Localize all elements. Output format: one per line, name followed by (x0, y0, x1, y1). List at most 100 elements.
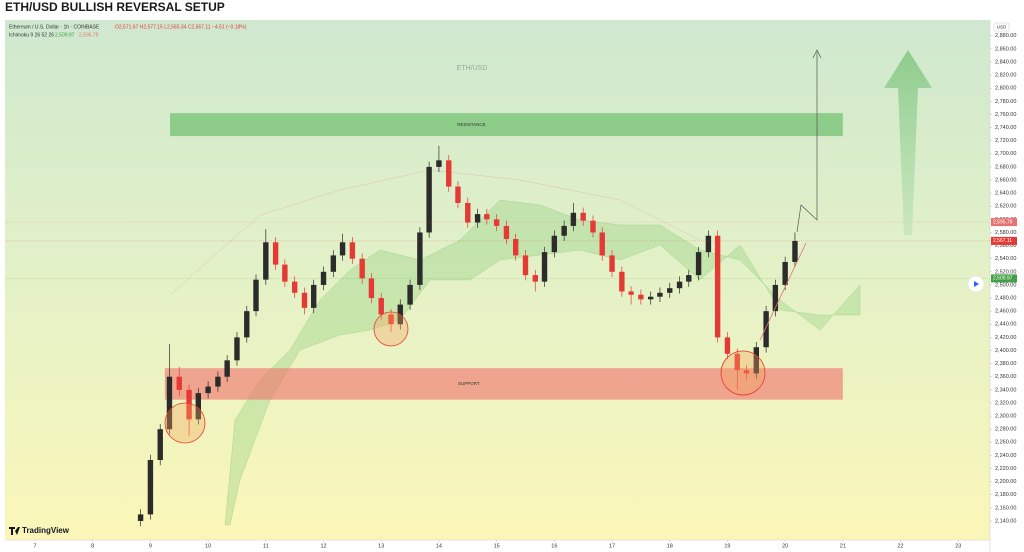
ohlc-label: O2,571.67 H2,577.15 L2,565.34 C2,567.11 … (115, 24, 247, 30)
candle-body (417, 232, 423, 285)
candle-body (224, 360, 230, 377)
candle-body (782, 261, 788, 285)
y-tick-label: 2,680.00 (995, 164, 1016, 170)
ichimoku-cloud (224, 199, 861, 526)
candle-body (137, 514, 144, 521)
candle-body (349, 242, 356, 259)
play-icon (974, 281, 979, 287)
x-tick-label: 13 (378, 543, 384, 549)
x-tick-label: 18 (667, 543, 673, 549)
x-tick-label: 11 (263, 543, 269, 549)
symbol-label: Ethereum / U.S. Dollar · 1h · COINBASE (9, 24, 100, 30)
y-tick-label: 2,300.00 (995, 414, 1016, 420)
zone (170, 113, 843, 137)
y-tick-label: 2,320.00 (995, 400, 1016, 406)
watermark: ETH/USD (457, 65, 488, 72)
candle-body (667, 288, 673, 293)
indicator-value: 2,595.79 (79, 32, 99, 38)
candle-body (388, 314, 394, 325)
y-tick-label: 2,640.00 (995, 191, 1016, 197)
candle-body (676, 281, 683, 289)
candle-body (724, 337, 731, 354)
indicator-tag (991, 218, 1017, 227)
projection-arrowhead (812, 49, 822, 59)
x-tick-label: 21 (840, 543, 846, 549)
candle-body (244, 311, 250, 338)
y-tick-label: 2,700.00 (995, 151, 1016, 157)
projection-path (796, 52, 818, 233)
candle-body (628, 291, 634, 295)
candle-body (378, 298, 384, 315)
candle-body (272, 242, 279, 265)
candle-body (186, 389, 192, 420)
y-tick-label: 2,840.00 (995, 59, 1016, 65)
brand-label: TradingView (22, 526, 70, 535)
brand-logo (9, 527, 20, 535)
indicator-label: Ichimoku 9 26 52 26 (9, 32, 54, 38)
indicator-tag (991, 274, 1017, 283)
candle-body (590, 220, 596, 233)
x-tick-label: 10 (205, 543, 211, 549)
candle-body (561, 225, 567, 236)
candle-body (157, 429, 163, 460)
candle-body (580, 212, 586, 221)
candle-body (512, 239, 519, 256)
y-tick-label: 2,820.00 (995, 73, 1016, 79)
y-tick-label: 2,420.00 (995, 335, 1016, 341)
candle-body (551, 235, 558, 253)
candle-body (743, 370, 750, 374)
y-tick-label: 2,720.00 (995, 138, 1016, 144)
candle-body (609, 255, 615, 272)
x-tick-label: 19 (724, 543, 730, 549)
candle-body (484, 214, 490, 220)
candle-body (301, 292, 308, 308)
candle-body (686, 275, 692, 282)
zone-label: SUPPORT (458, 381, 480, 386)
y-tick-label: 2,620.00 (995, 204, 1016, 210)
y-tick-label: 2,520.00 (995, 269, 1016, 275)
y-tick-label: 2,760.00 (995, 112, 1016, 118)
candle-body (253, 279, 259, 312)
candle-body (426, 166, 432, 233)
candle-body (407, 284, 413, 305)
x-tick-label: 17 (609, 543, 615, 549)
currency-label: USD (997, 25, 1007, 30)
indicator-value: 2,509.97 (55, 32, 75, 38)
candle-body (436, 160, 442, 167)
x-tick-label: 7 (33, 543, 36, 549)
x-tick-label: 9 (149, 543, 152, 549)
last-price-tag-label: 2,567.11 (993, 238, 1012, 244)
y-tick-label: 2,800.00 (995, 86, 1016, 92)
indicator-tag-label: 2,509.97 (993, 276, 1013, 282)
x-tick-label: 12 (320, 543, 326, 549)
x-tick-label: 23 (955, 543, 961, 549)
x-tick-label: 14 (436, 543, 442, 549)
x-tick-label: 15 (494, 543, 500, 549)
y-tick-label: 2,580.00 (995, 230, 1016, 236)
trend-line (759, 242, 807, 341)
low-highlight (373, 311, 409, 347)
y-tick-label: 2,780.00 (995, 99, 1016, 105)
y-tick-label: 2,240.00 (995, 453, 1016, 459)
last-price-tag (991, 236, 1017, 245)
x-tick-label: 8 (91, 543, 94, 549)
candle-body (599, 232, 605, 256)
price-axis-background (990, 20, 1024, 552)
low-highlight (720, 350, 766, 396)
candle-body (734, 353, 740, 371)
currency-box (993, 22, 1010, 32)
y-tick-label: 2,400.00 (995, 348, 1016, 354)
chart-title: ETH/USD BULLISH REVERSAL SETUP (5, 0, 225, 14)
candle-body (291, 281, 298, 293)
bullish-arrow (884, 50, 932, 235)
y-tick-label: 2,340.00 (995, 387, 1016, 393)
y-tick-label: 2,380.00 (995, 361, 1016, 367)
candle-body (619, 271, 625, 292)
candle-body (638, 294, 644, 300)
candle-body (657, 292, 663, 297)
y-tick-label: 2,260.00 (995, 440, 1016, 446)
x-tick-label: 22 (897, 543, 903, 549)
y-tick-label: 2,500.00 (995, 282, 1016, 288)
